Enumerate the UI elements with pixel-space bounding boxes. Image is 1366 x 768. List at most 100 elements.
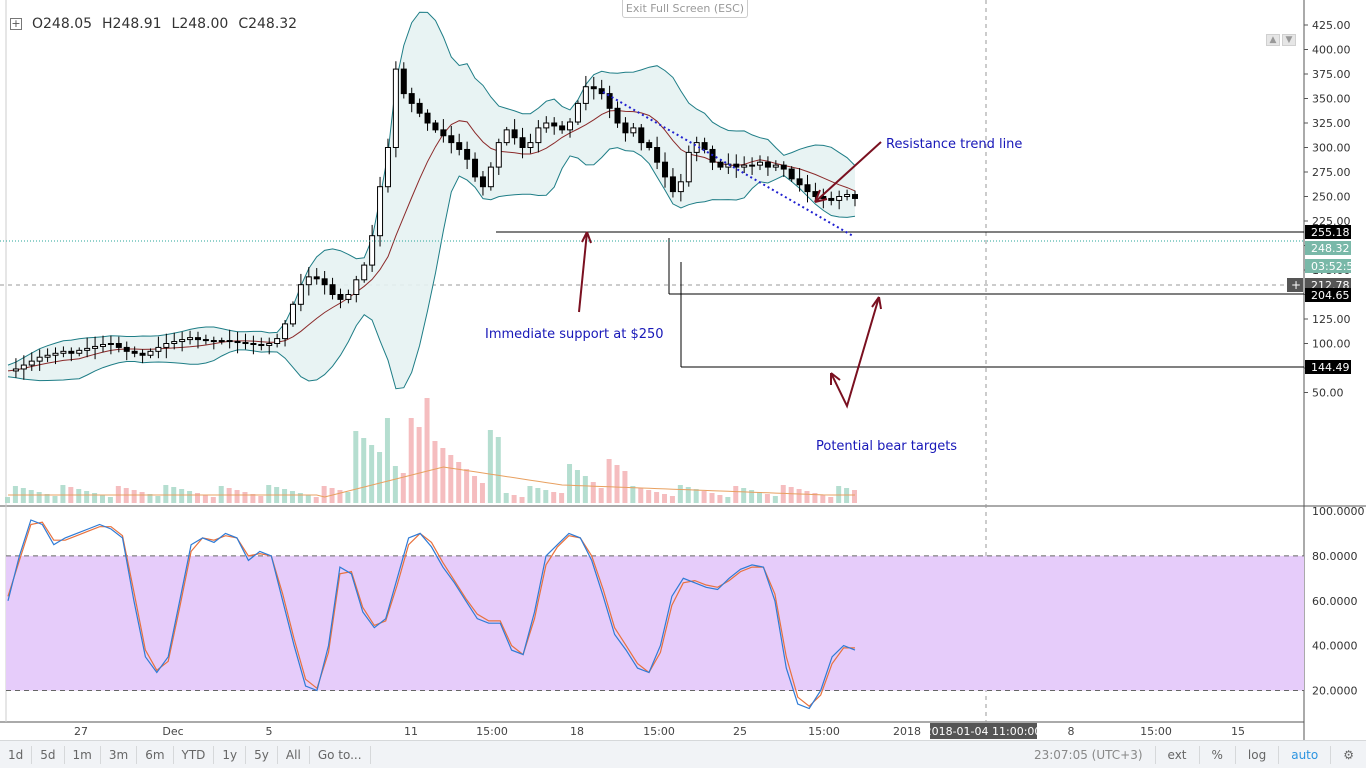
ext-hours-toggle[interactable]: ext: [1154, 745, 1199, 764]
candle-body: [194, 337, 201, 341]
candle-body: [353, 279, 360, 295]
candle-body: [274, 338, 281, 345]
time-tick-label: 18: [570, 725, 584, 738]
candle-body: [606, 93, 613, 109]
candle-body: [384, 147, 391, 188]
time-tick-label: 15:00: [476, 725, 508, 738]
candle-body: [828, 197, 835, 201]
price-badge-label: 255.18: [1311, 226, 1350, 239]
volume-bar: [796, 489, 802, 503]
candle-body: [218, 340, 225, 343]
volume-bar: [487, 430, 493, 503]
volume-bar: [392, 466, 398, 503]
range-button-ytd[interactable]: YTD: [174, 745, 215, 764]
candle-body: [84, 347, 91, 351]
exit-fullscreen-button[interactable]: Exit Full Screen (ESC): [622, 0, 748, 18]
candle-body: [677, 181, 684, 193]
price-tick-label: 400.00: [1312, 44, 1351, 57]
candle-body: [258, 343, 265, 346]
price-tick-label: 100.00: [1312, 338, 1351, 351]
range-button-1d[interactable]: 1d: [0, 745, 33, 764]
range-button-5y[interactable]: 5y: [246, 745, 278, 764]
volume-bar: [432, 441, 438, 503]
volume-bar: [511, 495, 517, 503]
volume-bar: [99, 495, 105, 503]
legend-toggle-icon[interactable]: +: [10, 17, 22, 30]
candle-body: [598, 88, 605, 95]
auto-scale-toggle[interactable]: auto: [1278, 745, 1330, 764]
range-button-5d[interactable]: 5d: [32, 745, 65, 764]
price-badge: [1305, 360, 1351, 374]
range-button-1y[interactable]: 1y: [214, 745, 247, 764]
volume-bar: [646, 490, 652, 503]
bear-arrow-head-right: [871, 296, 882, 310]
scale-up-icon[interactable]: ▼: [1282, 34, 1296, 46]
volume-bar: [677, 485, 683, 503]
volume-bar: [519, 497, 525, 503]
volume-bar: [60, 485, 66, 503]
volume-bar: [567, 464, 573, 503]
candle-body: [669, 176, 676, 193]
range-button-1m[interactable]: 1m: [65, 745, 101, 764]
candle-body: [519, 137, 526, 148]
candle-body: [764, 161, 771, 168]
volume-bar: [725, 497, 731, 503]
candle-body: [440, 129, 447, 137]
volume-bar: [828, 497, 834, 503]
candle-body: [187, 337, 194, 341]
price-tick-label: 125.00: [1312, 313, 1351, 326]
volume-bar: [408, 418, 414, 503]
volume-bar: [685, 487, 691, 503]
time-tick-label: 15: [1231, 725, 1245, 738]
candle-body: [321, 278, 328, 286]
log-scale-toggle[interactable]: log: [1234, 745, 1278, 764]
scale-down-icon[interactable]: ▲: [1266, 34, 1280, 46]
time-tick-label: 5: [266, 725, 273, 738]
volume-bar: [107, 497, 113, 503]
time-tick-label: 15:00: [1140, 725, 1172, 738]
volume-bar: [503, 493, 509, 503]
volume-bar: [669, 496, 675, 503]
ohlc-open: O248.05: [32, 16, 93, 32]
volume-bar: [559, 493, 565, 503]
time-tick-label: 11: [404, 725, 418, 738]
range-button-all[interactable]: All: [278, 745, 310, 764]
goto-date-button[interactable]: Go to...: [310, 745, 371, 764]
time-tick-label: 8: [1068, 725, 1075, 738]
volume-bar: [741, 488, 747, 503]
volume-bar: [321, 486, 327, 503]
settings-gear-icon[interactable]: ⚙: [1330, 745, 1366, 764]
range-button-6m[interactable]: 6m: [137, 745, 174, 764]
scale-options: 23:07:05 (UTC+3) ext % log auto ⚙: [1022, 741, 1366, 768]
volume-bar: [780, 485, 786, 503]
candle-body: [345, 294, 352, 300]
volume-bar: [574, 470, 580, 503]
range-button-3m[interactable]: 3m: [101, 745, 138, 764]
bear-arrow-head-left: [830, 372, 841, 385]
bollinger-band-fill: [8, 12, 855, 389]
candle-body: [123, 346, 130, 352]
volume-bar: [630, 486, 636, 503]
candle-body: [788, 168, 795, 180]
volume-bar: [551, 492, 557, 503]
candle-body: [511, 129, 518, 139]
ohlc-high: H248.91: [102, 16, 162, 32]
candle-body: [68, 350, 75, 354]
candle-body: [725, 163, 732, 168]
candle-body: [424, 112, 431, 124]
candle-body: [646, 142, 653, 149]
volume-bar: [297, 493, 303, 503]
percent-scale-toggle[interactable]: %: [1198, 745, 1235, 764]
resistance-arrow-head: [814, 189, 828, 203]
candle-body: [638, 127, 645, 144]
price-badge: [1305, 288, 1351, 302]
price-tick-label: 275.00: [1312, 166, 1351, 179]
stoch-tick-label: 40.0000: [1312, 640, 1358, 653]
volume-bar: [369, 445, 375, 503]
crosshair-add-label: +: [1291, 278, 1301, 292]
candle-body: [456, 142, 463, 150]
volume-bar: [852, 490, 857, 503]
candle-body: [416, 102, 423, 114]
volume-bar: [289, 491, 295, 503]
